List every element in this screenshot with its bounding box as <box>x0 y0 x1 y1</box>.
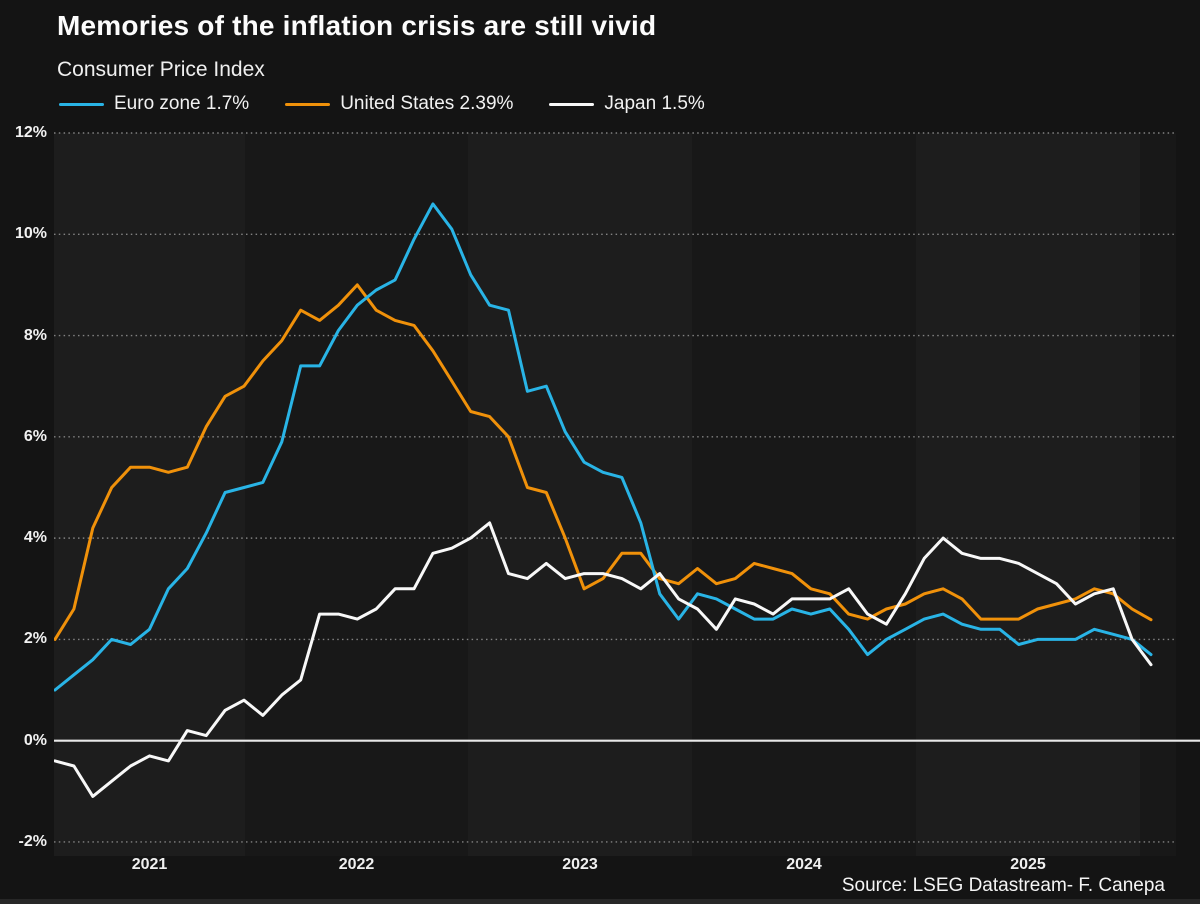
legend-swatch-icon <box>285 102 331 106</box>
legend-label: Euro zone 1.7% <box>114 93 250 114</box>
chart-subtitle: Consumer Price Index <box>57 58 265 81</box>
y-tick-label: 12% <box>14 124 47 141</box>
series-line-united-states <box>54 283 1153 641</box>
plot-area <box>54 132 1200 856</box>
year-band <box>692 133 916 856</box>
year-band <box>54 133 245 856</box>
source-credit: Source: LSEG Datastream- F. Canepa <box>841 875 1165 896</box>
x-tick-label: 2021 <box>131 856 168 873</box>
y-tick-label: 0% <box>23 731 47 749</box>
year-band <box>1140 133 1176 856</box>
legend-item-euro-zone: Euro zone 1.7% <box>59 93 249 115</box>
legend-swatch-icon <box>549 102 595 106</box>
y-tick-label: 6% <box>23 427 47 445</box>
x-tick-label: 2022 <box>338 856 375 873</box>
legend-item-japan: Japan 1.5% <box>549 93 705 115</box>
legend-swatch-icon <box>59 102 104 106</box>
y-tick-label: 8% <box>23 326 47 344</box>
year-band <box>468 133 692 856</box>
legend-label: United States 2.39% <box>340 93 514 114</box>
y-tick-label: 2% <box>23 630 47 648</box>
y-tick-label: -2% <box>18 832 47 850</box>
page-title: Memories of the inflation crisis are sti… <box>57 10 657 41</box>
x-tick-label: 2025 <box>1010 856 1046 873</box>
bottom-edge-strip <box>0 899 1200 904</box>
x-tick-label: 2024 <box>786 856 822 873</box>
series-line-japan <box>54 521 1153 798</box>
legend-label: Japan 1.5% <box>604 93 705 114</box>
year-band <box>916 133 1140 856</box>
year-band <box>245 133 468 856</box>
y-tick-label: 4% <box>23 529 47 547</box>
legend-item-united-states: United States 2.39% <box>285 93 513 115</box>
legend: Euro zone 1.7% United States 2.39% Japan 1… <box>59 92 705 116</box>
series-line-euro-zone <box>54 202 1153 692</box>
x-tick-label: 2023 <box>562 856 598 873</box>
y-tick-label: 10% <box>14 225 47 243</box>
